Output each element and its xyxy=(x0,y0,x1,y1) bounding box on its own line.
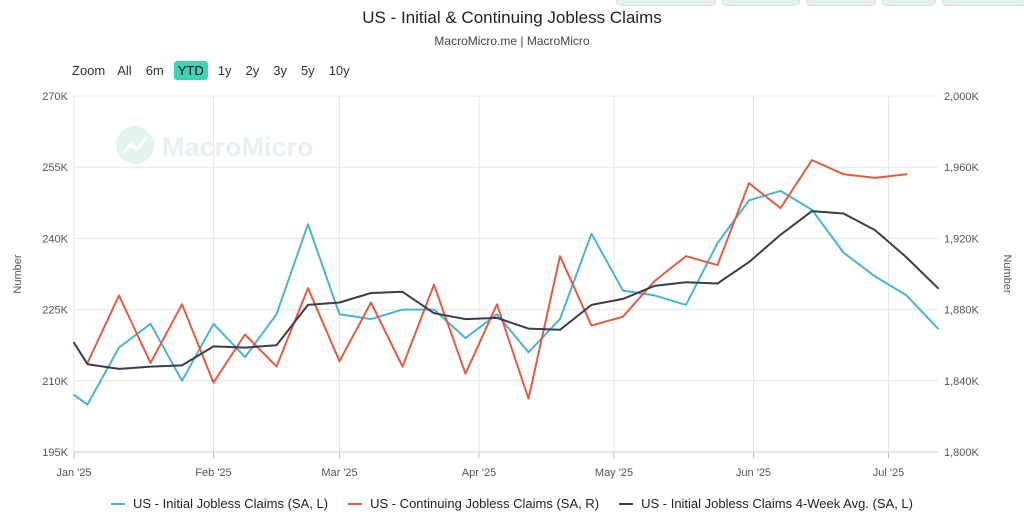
range-button-2y[interactable]: 2y xyxy=(245,63,260,78)
y-right-axis-title: Number xyxy=(1001,254,1013,293)
legend-item-initial[interactable]: US - Initial Jobless Claims (SA, L) xyxy=(111,496,328,511)
range-button-ytd[interactable]: YTD xyxy=(173,61,208,80)
y-left-tick-label: 210K xyxy=(42,376,68,388)
axes: 195K 210K 225K 240K 255K 270K 1,800K 1,840K 1,88… xyxy=(12,91,1013,479)
range-selector: Zoom All 6m YTD 1y 2y 3y 5y 10y xyxy=(70,61,360,80)
top-tab-1[interactable] xyxy=(616,0,716,6)
top-tab-4[interactable] xyxy=(882,0,936,6)
x-tick-label: Jan '25 xyxy=(56,467,91,479)
x-tick-label: May '25 xyxy=(595,467,633,479)
top-tab-3[interactable] xyxy=(806,0,876,6)
range-button-5y[interactable]: 5y xyxy=(300,63,315,78)
series-lines xyxy=(73,159,939,406)
series-line-4week-avg xyxy=(73,210,939,370)
top-tab-bar xyxy=(0,0,1024,6)
legend-label-avg: US - Initial Jobless Claims 4-Week Avg. … xyxy=(641,496,913,511)
y-left-axis-title: Number xyxy=(12,254,24,293)
range-button-3y[interactable]: 3y xyxy=(273,63,287,78)
x-tick-label: Mar '25 xyxy=(321,467,357,479)
watermark-logo-icon xyxy=(116,126,154,164)
y-left-tick-label: 270K xyxy=(42,91,68,103)
watermark: MacroMicro xyxy=(116,126,314,164)
legend-item-continuing[interactable]: US - Continuing Jobless Claims (SA, R) xyxy=(348,496,599,511)
legend-swatch-continuing xyxy=(348,502,363,505)
chart-subtitle: MacroMicro.me | MacroMicro xyxy=(434,34,590,48)
series-line-continuing-claims xyxy=(86,159,908,400)
x-tick-label: Feb '25 xyxy=(195,467,231,479)
legend-swatch-avg xyxy=(619,502,634,505)
watermark-text: MacroMicro xyxy=(162,132,314,162)
y-right-tick-label: 1,880K xyxy=(944,305,980,317)
range-button-all[interactable]: All xyxy=(117,63,132,78)
legend: US - Initial Jobless Claims (SA, L) US -… xyxy=(0,496,1024,511)
range-button-10y[interactable]: 10y xyxy=(328,63,350,78)
x-tick-label: Apr '25 xyxy=(462,467,497,479)
legend-item-avg[interactable]: US - Initial Jobless Claims 4-Week Avg. … xyxy=(619,496,913,511)
y-right-tick-label: 1,920K xyxy=(944,233,980,245)
series-line-initial-claims xyxy=(73,189,939,406)
y-left-tick-label: 255K xyxy=(42,162,68,174)
y-right-tick-label: 1,800K xyxy=(944,447,980,459)
legend-label-continuing: US - Continuing Jobless Claims (SA, R) xyxy=(370,496,600,511)
watermark-logo-trend-icon xyxy=(122,136,148,154)
y-right-tick-label: 1,840K xyxy=(944,376,980,388)
y-right-tick-label: 2,000K xyxy=(944,91,980,103)
top-tab-5[interactable] xyxy=(942,0,1024,6)
legend-swatch-initial xyxy=(111,502,125,505)
y-left-tick-label: 195K xyxy=(42,447,68,459)
y-left-tick-label: 225K xyxy=(42,305,68,317)
legend-label-initial: US - Initial Jobless Claims (SA, L) xyxy=(133,496,329,511)
zoom-label: Zoom xyxy=(72,63,106,78)
range-button-6m[interactable]: 6m xyxy=(145,63,164,78)
range-button-1y[interactable]: 1y xyxy=(217,63,232,78)
x-tick-label: Jun '25 xyxy=(736,467,771,479)
y-left-tick-label: 240K xyxy=(42,233,68,245)
y-right-tick-label: 1,960K xyxy=(944,162,980,174)
top-tab-2[interactable] xyxy=(722,0,800,6)
chart-title: US - Initial & Continuing Jobless Claims xyxy=(362,8,662,27)
x-tick-label: Jul '25 xyxy=(873,467,904,479)
